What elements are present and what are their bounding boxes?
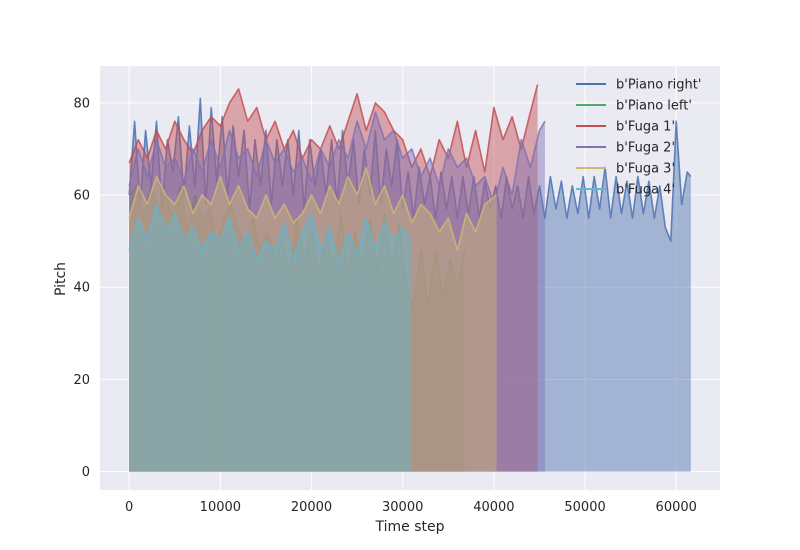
legend-entry: b'Fuga 2' xyxy=(616,141,675,156)
legend-entry: b'Fuga 4' xyxy=(616,183,675,198)
y-tick-label: 0 xyxy=(82,465,90,480)
legend: b'Piano right' b'Piano left' b'Fuga 1' b'Fu… xyxy=(576,78,701,198)
x-tick-label: 30000 xyxy=(382,500,423,515)
series-line-4 xyxy=(128,166,498,252)
series-area-3 xyxy=(129,112,545,472)
y-tick-label: 20 xyxy=(73,373,90,388)
y-tick-label: 40 xyxy=(73,281,90,296)
legend-entry: b'Piano left' xyxy=(616,99,692,114)
series-area-2 xyxy=(129,84,538,472)
y-axis-label: Pitch xyxy=(53,262,69,296)
x-tick-label: 0 xyxy=(125,500,133,515)
series-line-2 xyxy=(128,84,539,178)
x-tick-label: 40000 xyxy=(473,500,514,515)
y-tick-label: 80 xyxy=(73,96,90,111)
grid xyxy=(100,66,720,490)
x-tick-label: 20000 xyxy=(291,500,332,515)
series-area-4 xyxy=(129,167,497,472)
plot-background xyxy=(100,66,720,490)
series-area-0 xyxy=(129,98,691,472)
series-area-5 xyxy=(129,204,411,472)
x-tick-label: 60000 xyxy=(656,500,697,515)
x-tick-label: 10000 xyxy=(200,500,241,515)
series-layer xyxy=(128,84,692,472)
series-line-5 xyxy=(128,203,412,266)
x-axis-label: Time step xyxy=(375,519,445,535)
x-tick-label: 50000 xyxy=(564,500,605,515)
series-area-1 xyxy=(129,185,465,472)
legend-entry: b'Fuga 1' xyxy=(616,120,675,135)
series-line-0 xyxy=(128,97,692,242)
legend-entry: b'Piano right' xyxy=(616,78,701,93)
series-line-3 xyxy=(128,111,546,206)
y-tick-label: 60 xyxy=(73,189,90,204)
ticks: 0 10000 20000 30000 40000 50000 60000 0 20 40 60 80 xyxy=(73,96,696,515)
legend-entry: b'Fuga 3' xyxy=(616,162,675,177)
